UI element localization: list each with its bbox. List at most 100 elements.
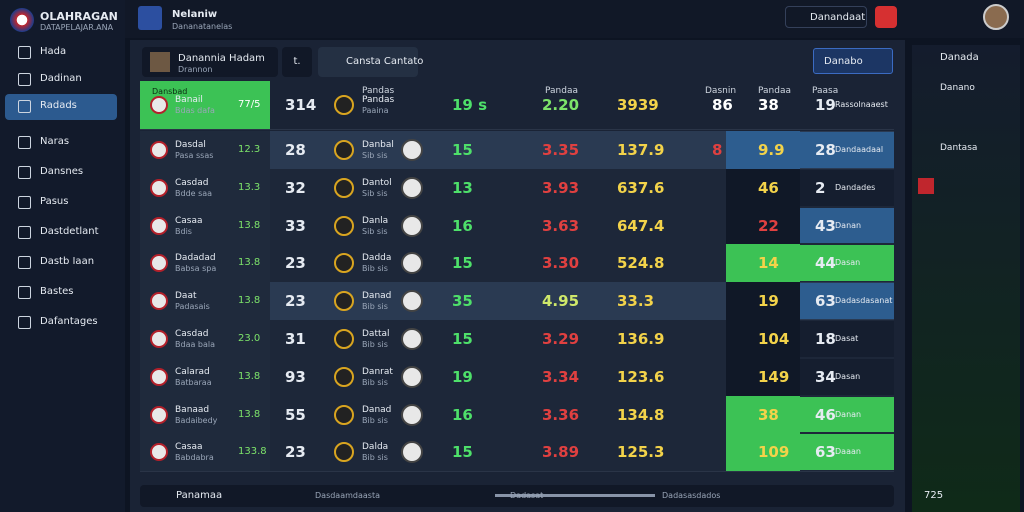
opp-sub: Sib sis [362,226,388,236]
val-c: 125.3 [617,443,665,462]
team-sub: Batbaraa [175,377,212,387]
val-a: 15 [452,329,473,348]
val-c: 3939 [617,96,659,114]
opp2-logo [401,290,423,313]
f-cell [800,132,894,168]
nav-item[interactable]: Pasus [40,196,69,207]
f-cell [800,169,894,206]
nav-item[interactable]: Radads [40,100,77,111]
nav-item[interactable]: Dastdetlant [40,226,99,237]
val-a: 19 [452,367,473,386]
val-f: 46 [815,405,836,424]
team-name: Casdad [175,328,209,339]
team-logo [150,367,168,386]
brand-subtitle: DATAPELAJAR.ANA [40,23,114,32]
val-b: 3.36 [542,405,580,424]
opp-name: Dalda [362,442,389,453]
alert-button[interactable] [875,6,897,28]
search[interactable]: Danandaat [785,6,867,28]
val-c: 524.8 [617,254,665,273]
team-name: Calarad [175,366,210,377]
val-a: 16 [452,216,473,235]
val-a: 13 [452,178,473,197]
opp2-logo [401,176,423,199]
opp-logo [334,442,354,463]
opp2-logo [401,252,423,275]
right-badge [918,178,934,194]
nav-item[interactable]: Dadinan [40,73,82,84]
right-item: Danano [940,83,975,93]
e-cell [726,282,800,320]
opp-sub: Bib sis [362,302,388,312]
f-label: Dadasdasanat [835,296,893,306]
opp-name: Dadda [362,253,392,264]
slider[interactable] [495,494,655,497]
f-label: Danan [835,409,862,419]
rank: 23 [285,443,306,462]
e-cell [726,206,800,245]
team-logo [150,329,168,348]
team-sub: Babdabra [175,453,214,463]
f-label: Dandaadaal [835,144,884,154]
tab[interactable]: t. [282,47,312,77]
nav-item[interactable]: Dastb Iaan [40,256,95,267]
nav-item[interactable]: Naras [40,136,70,147]
opp-name: Danla [362,215,389,226]
opp-sub: Bib sis [362,415,388,425]
nav-item[interactable]: Bastes [40,286,74,297]
nav-item[interactable]: Dafantages [40,316,98,327]
dropdown[interactable]: Danabo [813,48,893,74]
val-b: 2.20 [542,96,580,114]
val-c: 134.8 [617,405,665,424]
opp2-logo [401,327,423,350]
rank: 23 [285,254,306,273]
avatar[interactable] [983,4,1009,30]
val-a: 16 [452,405,473,424]
app-icon [138,6,162,30]
f-cell [800,358,894,395]
val-b: 3.29 [542,329,580,348]
val-e: 22 [758,216,779,235]
nav-icon [18,166,31,179]
val-a: 19 s [452,96,488,114]
val-c: 137.9 [617,140,665,159]
team-sub: Babsa spa [175,264,217,274]
team-sub: Pasa ssas [175,150,214,160]
rating: 23.0 [238,332,261,344]
rating: 13.8 [238,370,261,382]
team-sub: Bdis [175,226,192,236]
team-name: Banaad [175,404,210,415]
nav-item[interactable]: Dansnes [40,166,84,177]
rating: 13.8 [238,257,261,269]
filter-chip[interactable]: Cansta Cantato [318,47,423,77]
opp-logo [334,291,354,312]
opp-name: Danad [362,404,392,415]
opp2-logo [401,403,423,426]
opp-logo [334,95,354,115]
opp-logo [334,215,354,236]
team-sub: Bdaa bala [175,339,216,349]
val-f: 18 [815,329,836,348]
profile-subtitle: Drannon [178,65,213,74]
opp-sub: Sib sis [362,188,388,198]
team-logo [150,140,168,159]
team-sub: Padasais [175,302,210,312]
e-cell [726,168,800,207]
opp2-logo [401,441,423,464]
team-sub: Bdde saa [175,188,213,198]
rating: 13.8 [238,219,261,231]
val-b: 3.93 [542,178,580,197]
rating: 77/5 [238,99,261,110]
nav-icon [18,100,31,113]
val-b: 3.89 [542,443,580,462]
e-cell [726,357,800,396]
e-cell [726,131,800,169]
val-f: 44 [815,254,836,273]
opp-logo [334,404,354,425]
nav-item[interactable]: Hada [40,46,67,57]
team-name: Casdad [175,177,209,188]
team-logo [150,96,168,114]
opp-name: Danad [362,291,392,302]
nav-icon [18,316,31,329]
column-header: Pandas [362,86,395,96]
